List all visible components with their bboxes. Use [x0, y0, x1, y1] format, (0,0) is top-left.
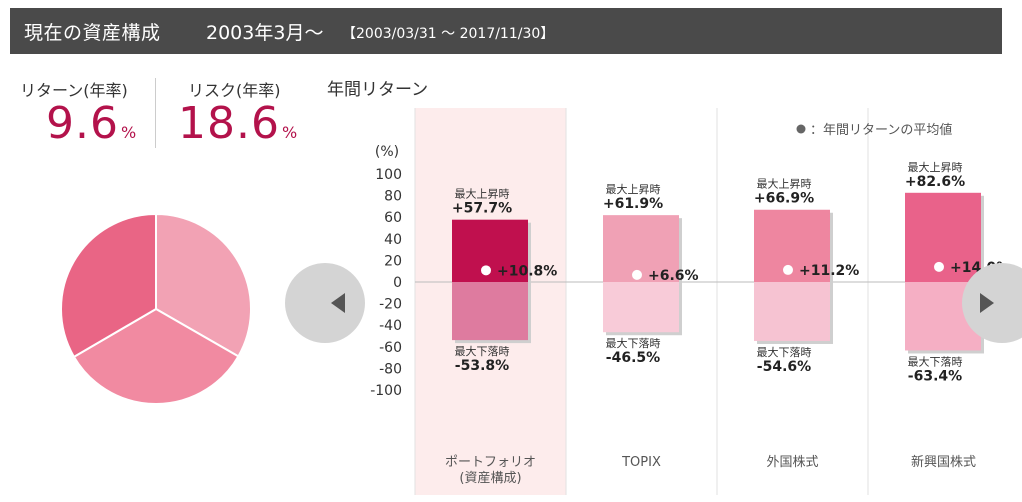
y-tick-label: 60: [384, 210, 402, 226]
min-label: 最大下落時: [455, 344, 510, 358]
return-unit: %: [120, 123, 138, 142]
max-label: 最大上昇時: [757, 177, 812, 191]
max-value: +57.7%: [452, 201, 512, 217]
return-label: リターン(年率): [20, 81, 128, 100]
max-value: +82.6%: [905, 174, 965, 190]
header-bar: 現在の資産構成 2003年3月〜 【2003/03/31 〜 2017/11/3…: [10, 8, 1002, 54]
date-range: 【2003/03/31 〜 2017/11/30】: [342, 26, 555, 42]
risk-unit: %: [281, 123, 299, 142]
average-value: +11.2%: [799, 263, 859, 279]
return-number: 9.6: [46, 98, 119, 149]
min-value: -54.6%: [757, 359, 811, 375]
y-axis-unit: (%): [375, 144, 399, 160]
risk-label: リスク(年率): [188, 81, 281, 100]
category-label: 新興国株式: [911, 454, 976, 470]
return-value: 9.6%: [46, 98, 137, 149]
max-value: +66.9%: [754, 191, 814, 207]
risk-number: 18.6: [178, 98, 280, 149]
min-value: -53.8%: [455, 358, 509, 374]
min-label: 最大下落時: [757, 345, 812, 359]
legend-dot-icon: [796, 124, 806, 134]
page-title: 現在の資産構成: [24, 22, 161, 44]
annual-return-title: 年間リターン: [327, 80, 429, 100]
prev-button[interactable]: [285, 263, 365, 343]
max-value: +61.9%: [603, 196, 663, 212]
bar-max: [603, 215, 679, 282]
y-tick-label: 20: [384, 253, 402, 269]
triangle-left-icon: [331, 293, 345, 313]
start-date: 2003年3月〜: [206, 22, 324, 44]
max-label: 最大上昇時: [908, 160, 963, 174]
y-tick-label: -80: [379, 361, 402, 377]
pie-slice: [155, 212, 252, 358]
min-label: 最大下落時: [606, 336, 661, 350]
category-label: 外国株式: [766, 455, 818, 470]
asset-allocation-pie: [60, 212, 252, 405]
y-tick-label: 40: [384, 232, 402, 248]
y-tick-label: 80: [384, 189, 402, 205]
category-label: TOPIX: [621, 455, 661, 470]
bar-min: [754, 282, 830, 341]
y-tick-label: 0: [393, 275, 402, 291]
pie-slice: [60, 212, 157, 359]
max-label: 最大上昇時: [455, 187, 510, 201]
next-button[interactable]: [962, 263, 1022, 343]
y-tick-label: -40: [379, 318, 402, 334]
annual-return-chart: (%) 100 80 60 40 20 0 -20 -40 -60 -80 -100 ：年間リターンの平…: [370, 108, 1002, 495]
y-tick-label: 100: [375, 167, 402, 183]
legend-text: ：年間リターンの平均値: [810, 122, 952, 138]
triangle-right-icon: [980, 293, 994, 313]
average-value: +6.6%: [648, 268, 699, 284]
min-value: -46.5%: [606, 350, 660, 366]
risk-value: 18.6%: [178, 98, 298, 149]
category-label: ポートフォリオ: [445, 455, 536, 470]
average-dot: [934, 261, 944, 272]
category-sublabel: (資産構成): [459, 470, 521, 486]
average-dot: [632, 269, 642, 280]
max-label: 最大上昇時: [606, 182, 661, 196]
y-tick-label: -20: [379, 297, 402, 313]
average-dot: [783, 264, 793, 275]
average-value: +10.8%: [497, 263, 557, 279]
min-label: 最大下落時: [908, 354, 963, 368]
pie-slice: [72, 307, 240, 405]
metric-divider: [155, 78, 156, 148]
min-value: -63.4%: [908, 368, 962, 384]
average-dot: [481, 265, 491, 276]
y-tick-label: -100: [370, 383, 402, 399]
bar-min: [452, 282, 528, 341]
bar-min: [603, 282, 679, 333]
y-tick-label: -60: [379, 340, 402, 356]
